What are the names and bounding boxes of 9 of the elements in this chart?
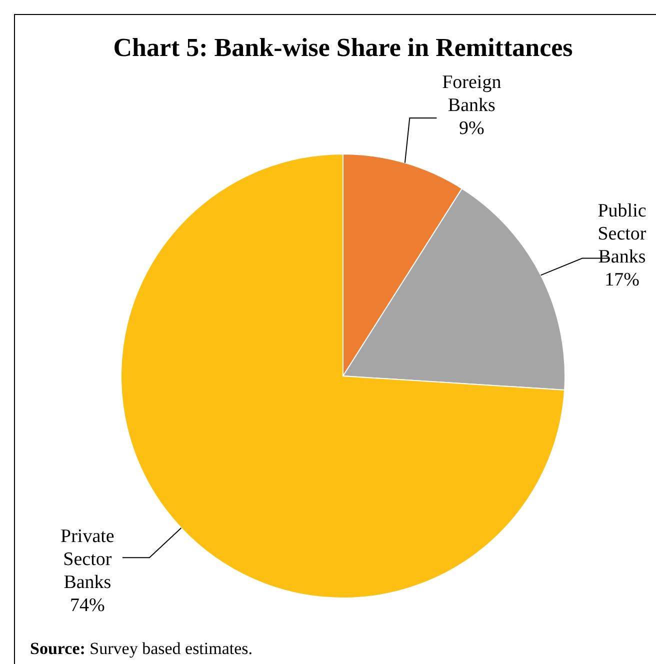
slice-label: Foreign Banks — [442, 72, 502, 116]
data-label: 17% — [604, 269, 640, 290]
data-label: 9% — [459, 118, 485, 139]
chart-title: Chart 5: Bank-wise Share in Remittances — [113, 33, 573, 62]
data-label: 74% — [70, 594, 106, 616]
source-note: Source: Survey based estimates. — [30, 639, 253, 658]
pie-slice — [120, 154, 566, 598]
slice-label: Private Sector Banks — [60, 526, 114, 593]
slice-label: Public Sector Banks — [598, 200, 647, 268]
